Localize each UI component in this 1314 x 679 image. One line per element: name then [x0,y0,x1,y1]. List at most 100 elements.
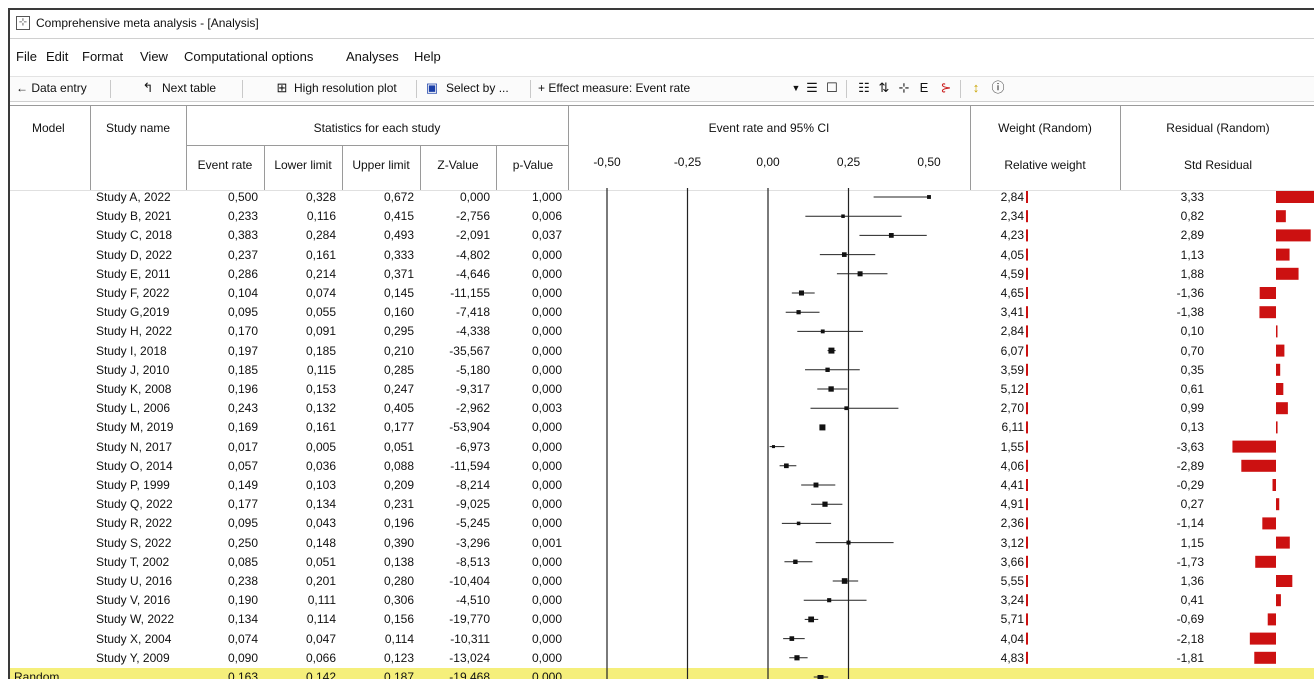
table-row[interactable]: Study I, 2018 0,197 0,185 0,210 -35,567 0,000… [10,342,1314,361]
lower-limit-value: 0,103 [305,478,336,492]
z-value: -8,513 [455,554,490,569]
relative-weight-value: 3,24 [1000,593,1024,608]
table-row[interactable]: Study W, 2022 0,134 0,114 0,156 -19,770 0,000… [10,610,1314,629]
std-residual-value: -2,18 [1176,631,1204,646]
menu-analyses[interactable]: Analyses [346,49,399,64]
upper-limit-value: 0,160 [383,305,414,320]
columns-icon[interactable]: ☷ [858,80,870,95]
header-top-border [10,105,1314,106]
residual-bar [1255,555,1276,568]
std-residual-value: -3,63 [1176,439,1204,454]
table-row[interactable]: Study P, 1999 0,149 0,103 0,209 -8,214 0,000 4… [10,476,1314,495]
relative-weight-value: 4,23 [1000,228,1024,243]
table-row[interactable]: Study R, 2022 0,095 0,043 0,196 -5,245 0,000 2… [10,514,1314,533]
upper-limit-value: 0,306 [383,593,414,608]
menu-file[interactable]: File [16,49,37,64]
window-title: Comprehensive meta analysis - [Analysis] [36,16,259,30]
forest-plot-layer: -0,50 -0,25 0,00 0,25 0,50 [593,155,1314,679]
weight-bar [1026,498,1028,511]
table-row[interactable]: Study T, 2002 0,085 0,051 0,138 -8,513 0,000 3… [10,553,1314,572]
menu-edit[interactable]: Edit [46,49,69,64]
lower-limit-value: 0,328 [305,190,336,204]
upper-limit-value: 0,280 [383,574,414,588]
study-name: Study D, 2022 [96,247,173,262]
std-residual-value: -1,81 [1176,650,1204,665]
table-row[interactable]: Study X, 2004 0,074 0,047 0,114 -10,311 0,000… [10,630,1314,649]
menu-computational-options[interactable]: Computational options [184,49,314,64]
upper-limit-value: 0,390 [383,535,414,550]
table-row[interactable]: Study S, 2022 0,250 0,148 0,390 -3,296 0,001 3… [10,534,1314,553]
table-row[interactable]: Study F, 2022 0,104 0,074 0,145 -11,155 0,000… [10,284,1314,303]
residual-bar [1276,383,1284,395]
plot-tick-label: 0,50 [917,155,941,169]
col-divider [1120,105,1121,190]
help-icon[interactable]: ⓘ [991,80,1005,95]
point-estimate [888,233,894,238]
p-value: 0,000 [531,266,562,281]
menu-format[interactable]: Format [82,49,124,64]
std-residual-value: 0,27 [1180,497,1204,512]
table-row[interactable]: Study L, 2006 0,243 0,132 0,405 -2,962 0,003 2… [10,399,1314,418]
study-name: Study Y, 2009 [96,650,170,665]
menu-view[interactable]: View [140,49,168,64]
menu-help[interactable]: Help [414,49,441,64]
point-estimate [825,367,830,372]
residual-bar [1276,594,1281,607]
summary-row[interactable]: Random 0,163 0,142 0,187 -19,468 0,000 [10,668,1314,679]
table-row[interactable]: Study C, 2018 0,383 0,284 0,493 -2,091 0,037 4… [10,226,1314,245]
table-row[interactable]: Study Y, 2009 0,090 0,066 0,123 -13,024 0,000… [10,649,1314,668]
table-row[interactable]: Study K, 2008 0,196 0,153 0,247 -9,317 0,000 5… [10,380,1314,399]
weight-bar [1026,267,1028,280]
header-event-rate: Event rate [197,158,253,172]
table-row[interactable]: Study A, 2022 0,500 0,328 0,672 0,000 1,000 2,… [10,188,1314,207]
weight-bar [1026,632,1028,645]
relative-weight-value: 2,84 [1000,324,1024,339]
table-row[interactable]: Study O, 2014 0,057 0,036 0,088 -11,594 0,000… [10,457,1314,476]
forest-icon[interactable]: ⊹ [898,80,910,95]
list-view-icon[interactable]: ☰ [806,80,818,95]
select-by-button[interactable]: Select by ... [446,81,509,95]
table-row[interactable]: Study G,2019 0,095 0,055 0,160 -7,418 0,000 3,… [10,303,1314,322]
table-row[interactable]: Study J, 2010 0,185 0,115 0,285 -5,180 0,000 3… [10,361,1314,380]
plot-tick-label: -0,50 [593,155,621,169]
event-rate-value: 0,170 [227,324,258,339]
data-entry-button[interactable]: ← Data entry [16,81,87,95]
residual-bar [1276,421,1278,434]
table-row[interactable]: Study M, 2019 0,169 0,161 0,177 -53,904 0,000… [10,418,1314,437]
point-estimate [828,347,835,354]
next-table-button[interactable]: Next table [162,81,217,95]
table-row[interactable]: Study H, 2022 0,170 0,091 0,295 -4,338 0,000 2… [10,322,1314,341]
table-row[interactable]: Study B, 2021 0,233 0,116 0,415 -2,756 0,006 2… [10,207,1314,226]
info-icon[interactable]: ↕ [972,80,980,95]
residual-bar [1259,287,1276,299]
table-row[interactable]: Study D, 2022 0,237 0,161 0,333 -4,802 0,000 4… [10,246,1314,265]
high-resolution-plot-button[interactable]: High resolution plot [294,81,397,95]
p-value: 0,000 [531,574,562,588]
point-estimate [844,406,849,411]
table-row[interactable]: Study E, 2011 0,286 0,214 0,371 -4,646 0,000 4… [10,265,1314,284]
red-plot-icon[interactable]: ⊱ [940,80,952,95]
residual-bar [1276,575,1293,587]
blank-view-icon[interactable]: ☐ [826,80,838,95]
effect-measure-selector[interactable]: + Effect measure: Event rate [538,81,691,95]
header-lower-limit: Lower limit [274,158,332,172]
lower-limit-value: 0,091 [305,324,336,339]
lower-limit-value: 0,111 [307,593,336,608]
relative-weight-value: 4,04 [1000,631,1024,646]
table-row[interactable]: Study N, 2017 0,017 0,005 0,051 -6,973 0,000 1… [10,438,1314,457]
sort-icon[interactable]: ⇅ [878,80,890,95]
residual-bar [1276,498,1280,511]
table-row[interactable]: Study V, 2016 0,190 0,111 0,306 -4,510 0,000 3… [10,591,1314,610]
residual-bar [1276,229,1311,242]
std-residual-value: 0,35 [1180,362,1204,377]
dropdown-arrow-icon[interactable]: ▼ [791,83,801,93]
header-relative-weight: Relative weight [1004,158,1086,172]
std-residual-value: 0,13 [1180,420,1204,435]
table-row[interactable]: Study U, 2016 0,238 0,201 0,280 -10,404 0,000… [10,572,1314,591]
study-name: Study F, 2022 [96,286,170,300]
select-by-icon: ▣ [425,80,439,95]
table-row[interactable]: Study Q, 2022 0,177 0,134 0,231 -9,025 0,000 4… [10,495,1314,514]
toolbar-separator [416,80,417,98]
bracket-icon[interactable]: E [919,80,929,95]
point-estimate [927,195,931,199]
